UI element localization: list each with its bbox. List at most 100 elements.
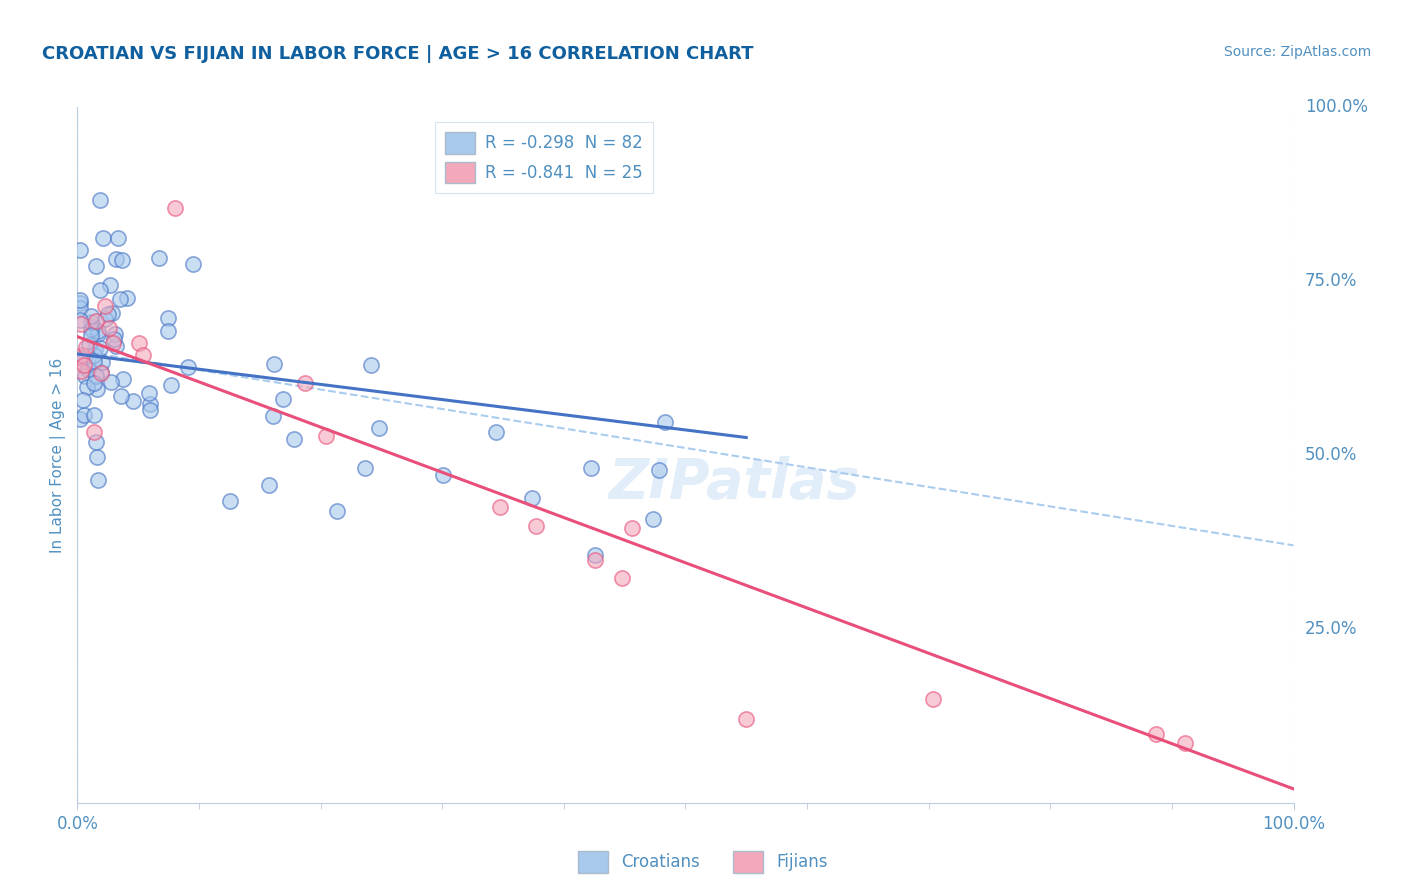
Point xyxy=(138,386,160,401)
Point xyxy=(75,349,97,363)
Point xyxy=(100,375,122,389)
Point xyxy=(104,339,127,353)
Point xyxy=(922,692,945,706)
Point xyxy=(86,450,108,464)
Point xyxy=(579,461,602,475)
Point xyxy=(76,362,98,376)
Point xyxy=(83,376,105,391)
Point xyxy=(89,283,111,297)
Point xyxy=(160,377,183,392)
Point xyxy=(583,553,606,567)
Point xyxy=(107,230,129,244)
Point xyxy=(654,415,676,429)
Point xyxy=(735,712,758,726)
Point xyxy=(86,382,108,396)
Text: 100.0%: 100.0% xyxy=(1305,98,1368,116)
Point xyxy=(432,468,454,483)
Point xyxy=(139,403,162,417)
Point xyxy=(90,366,112,380)
Point xyxy=(283,432,305,446)
Point xyxy=(263,409,285,423)
Point xyxy=(73,358,96,372)
Point xyxy=(69,296,91,310)
Y-axis label: In Labor Force | Age > 16: In Labor Force | Age > 16 xyxy=(51,358,66,552)
Point xyxy=(70,351,93,366)
Point xyxy=(84,369,107,384)
Point xyxy=(83,408,105,422)
Point xyxy=(177,359,200,374)
Point xyxy=(104,326,127,341)
Point xyxy=(87,324,110,338)
Point xyxy=(80,321,103,335)
Point xyxy=(326,504,349,518)
Point xyxy=(73,368,96,383)
Point xyxy=(80,320,103,334)
Point xyxy=(111,253,134,268)
Point xyxy=(524,519,547,533)
Point xyxy=(368,421,391,435)
Text: Source: ZipAtlas.com: Source: ZipAtlas.com xyxy=(1223,45,1371,59)
Text: 25.0%: 25.0% xyxy=(1305,620,1357,638)
Point xyxy=(132,348,155,362)
Point xyxy=(87,474,110,488)
Point xyxy=(485,425,508,439)
Text: 75.0%: 75.0% xyxy=(1305,272,1357,290)
Point xyxy=(101,336,124,351)
Point xyxy=(101,306,124,320)
Point xyxy=(89,193,111,207)
Point xyxy=(84,313,107,327)
Point xyxy=(98,320,121,334)
Point xyxy=(69,243,91,257)
Text: ZIPatlas: ZIPatlas xyxy=(609,456,860,509)
Point xyxy=(72,392,94,407)
Point xyxy=(110,389,132,403)
Point xyxy=(73,408,96,422)
Point xyxy=(76,361,98,376)
Point xyxy=(583,548,606,562)
Point xyxy=(610,571,633,585)
Point xyxy=(163,201,186,215)
Point xyxy=(648,463,671,477)
Point xyxy=(520,491,543,505)
Legend: R = -0.298  N = 82, R = -0.841  N = 25: R = -0.298 N = 82, R = -0.841 N = 25 xyxy=(434,122,652,194)
Point xyxy=(263,357,285,371)
Point xyxy=(121,393,143,408)
Point xyxy=(79,327,101,342)
Point xyxy=(489,500,512,514)
Point xyxy=(83,342,105,356)
Point xyxy=(94,312,117,326)
Point xyxy=(112,372,135,386)
Point xyxy=(103,332,125,346)
Point xyxy=(257,478,280,492)
Point xyxy=(80,315,103,329)
Point xyxy=(1174,736,1197,750)
Point xyxy=(70,317,93,331)
Point xyxy=(89,341,111,355)
Point xyxy=(69,411,91,425)
Point xyxy=(108,292,131,306)
Point xyxy=(641,512,664,526)
Point xyxy=(93,299,115,313)
Point xyxy=(115,291,138,305)
Legend: Croatians, Fijians: Croatians, Fijians xyxy=(571,845,835,880)
Point xyxy=(91,231,114,245)
Text: CROATIAN VS FIJIAN IN LABOR FORCE | AGE > 16 CORRELATION CHART: CROATIAN VS FIJIAN IN LABOR FORCE | AGE … xyxy=(42,45,754,62)
Point xyxy=(80,310,103,324)
Point xyxy=(83,425,105,440)
Point xyxy=(84,259,107,273)
Point xyxy=(148,251,170,265)
Point xyxy=(83,354,105,368)
Point xyxy=(77,337,100,351)
Point xyxy=(105,252,128,266)
Point xyxy=(90,355,112,369)
Point xyxy=(183,257,205,271)
Text: 50.0%: 50.0% xyxy=(1305,446,1357,464)
Point xyxy=(76,380,98,394)
Point xyxy=(87,326,110,341)
Point xyxy=(98,277,121,292)
Point xyxy=(72,348,94,362)
Point xyxy=(1144,726,1167,740)
Point xyxy=(315,429,337,443)
Point xyxy=(97,307,120,321)
Point xyxy=(84,435,107,450)
